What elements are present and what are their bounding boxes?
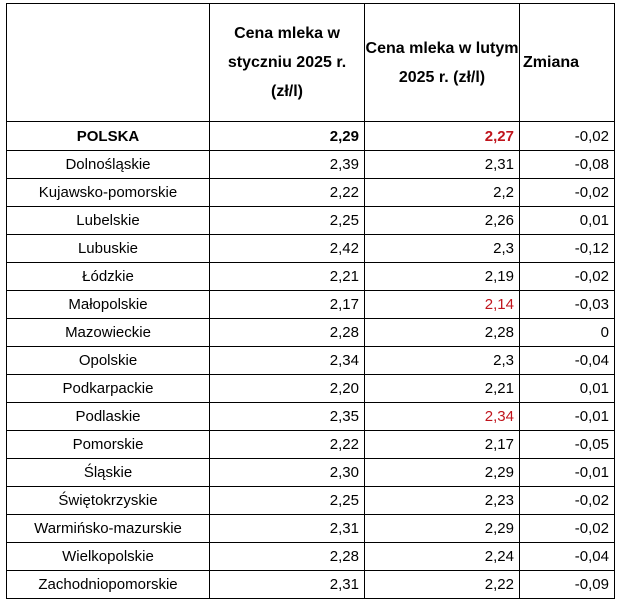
cell-february-price[interactable]: 2,34 (364, 402, 520, 431)
table-row: Wielkopolskie 2,28 2,24 -0,04 (6, 542, 615, 571)
cell-february-price[interactable]: 2,3 (364, 346, 520, 375)
cell-change[interactable]: 0,01 (519, 206, 615, 235)
cell-january-price[interactable]: 2,25 (209, 206, 365, 235)
header-january-price: Cena mleka w styczniu 2025 r. (zł/l) (209, 3, 365, 122)
table-row: Mazowieckie 2,28 2,28 0 (6, 318, 615, 347)
table-row: Dolnośląskie 2,39 2,31 -0,08 (6, 150, 615, 179)
cell-january-price[interactable]: 2,21 (209, 262, 365, 291)
header-change: Zmiana (519, 3, 615, 122)
table-row: Łódzkie 2,21 2,19 -0,02 (6, 262, 615, 291)
cell-january-price[interactable]: 2,25 (209, 486, 365, 515)
cell-change[interactable]: -0,02 (519, 486, 615, 515)
cell-region[interactable]: Dolnośląskie (6, 150, 210, 179)
cell-change[interactable]: -0,12 (519, 234, 615, 263)
cell-change[interactable]: -0,02 (519, 121, 615, 151)
cell-change[interactable]: -0,05 (519, 430, 615, 459)
table-row: Lubuskie 2,42 2,3 -0,12 (6, 234, 615, 263)
cell-february-price[interactable]: 2,22 (364, 570, 520, 599)
cell-region[interactable]: POLSKA (6, 121, 210, 151)
cell-region[interactable]: Małopolskie (6, 290, 210, 319)
cell-january-price[interactable]: 2,31 (209, 514, 365, 543)
cell-january-price[interactable]: 2,28 (209, 318, 365, 347)
cell-region[interactable]: Świętokrzyskie (6, 486, 210, 515)
cell-change[interactable]: -0,04 (519, 346, 615, 375)
cell-change[interactable]: 0,01 (519, 374, 615, 403)
table-row: Świętokrzyskie 2,25 2,23 -0,02 (6, 486, 615, 515)
cell-change[interactable]: -0,08 (519, 150, 615, 179)
cell-region[interactable]: Kujawsko-pomorskie (6, 178, 210, 207)
cell-february-price[interactable]: 2,3 (364, 234, 520, 263)
table-row: Pomorskie 2,22 2,17 -0,05 (6, 430, 615, 459)
cell-region[interactable]: Opolskie (6, 346, 210, 375)
table-row: Zachodniopomorskie 2,31 2,22 -0,09 (6, 570, 615, 599)
cell-change[interactable]: -0,04 (519, 542, 615, 571)
cell-january-price[interactable]: 2,42 (209, 234, 365, 263)
cell-change[interactable]: -0,03 (519, 290, 615, 319)
header-row: Cena mleka w styczniu 2025 r. (zł/l) Cen… (6, 3, 615, 122)
cell-january-price[interactable]: 2,17 (209, 290, 365, 319)
cell-change[interactable]: -0,02 (519, 514, 615, 543)
cell-change[interactable]: -0,01 (519, 402, 615, 431)
cell-february-price[interactable]: 2,23 (364, 486, 520, 515)
cell-february-price[interactable]: 2,19 (364, 262, 520, 291)
table-row: Warmińsko-mazurskie 2,31 2,29 -0,02 (6, 514, 615, 543)
table-row: Małopolskie 2,17 2,14 -0,03 (6, 290, 615, 319)
cell-january-price[interactable]: 2,31 (209, 570, 365, 599)
cell-february-price[interactable]: 2,28 (364, 318, 520, 347)
table-row: Opolskie 2,34 2,3 -0,04 (6, 346, 615, 375)
cell-february-price[interactable]: 2,27 (364, 121, 520, 151)
cell-region[interactable]: Łódzkie (6, 262, 210, 291)
cell-february-price[interactable]: 2,14 (364, 290, 520, 319)
cell-january-price[interactable]: 2,22 (209, 430, 365, 459)
cell-january-price[interactable]: 2,28 (209, 542, 365, 571)
cell-change[interactable]: -0,02 (519, 178, 615, 207)
table-row: Podkarpackie 2,20 2,21 0,01 (6, 374, 615, 403)
table-row: Kujawsko-pomorskie 2,22 2,2 -0,02 (6, 178, 615, 207)
header-february-price: Cena mleka w lutym 2025 r. (zł/l) (364, 3, 520, 122)
cell-february-price[interactable]: 2,2 (364, 178, 520, 207)
cell-change[interactable]: -0,02 (519, 262, 615, 291)
table-row: Lubelskie 2,25 2,26 0,01 (6, 206, 615, 235)
table-body: POLSKA 2,29 2,27 -0,02 Dolnośląskie 2,39 2,31-… (6, 121, 615, 599)
cell-region[interactable]: Podlaskie (6, 402, 210, 431)
cell-january-price[interactable]: 2,39 (209, 150, 365, 179)
cell-region[interactable]: Lubelskie (6, 206, 210, 235)
cell-january-price[interactable]: 2,22 (209, 178, 365, 207)
table-row: Śląskie 2,30 2,29 -0,01 (6, 458, 615, 487)
cell-january-price[interactable]: 2,30 (209, 458, 365, 487)
table-row: POLSKA 2,29 2,27 -0,02 (6, 121, 615, 151)
cell-february-price[interactable]: 2,24 (364, 542, 520, 571)
milk-price-table: Cena mleka w styczniu 2025 r. (zł/l) Cen… (6, 3, 615, 599)
cell-february-price[interactable]: 2,26 (364, 206, 520, 235)
cell-region[interactable]: Śląskie (6, 458, 210, 487)
cell-change[interactable]: -0,01 (519, 458, 615, 487)
cell-change[interactable]: 0 (519, 318, 615, 347)
cell-region[interactable]: Zachodniopomorskie (6, 570, 210, 599)
cell-february-price[interactable]: 2,21 (364, 374, 520, 403)
cell-change[interactable]: -0,09 (519, 570, 615, 599)
cell-region[interactable]: Warmińsko-mazurskie (6, 514, 210, 543)
cell-region[interactable]: Pomorskie (6, 430, 210, 459)
cell-february-price[interactable]: 2,29 (364, 458, 520, 487)
cell-region[interactable]: Wielkopolskie (6, 542, 210, 571)
cell-january-price[interactable]: 2,34 (209, 346, 365, 375)
cell-january-price[interactable]: 2,20 (209, 374, 365, 403)
cell-january-price[interactable]: 2,29 (209, 121, 365, 151)
cell-region[interactable]: Mazowieckie (6, 318, 210, 347)
cell-region[interactable]: Podkarpackie (6, 374, 210, 403)
table-row: Podlaskie 2,35 2,34 -0,01 (6, 402, 615, 431)
cell-february-price[interactable]: 2,17 (364, 430, 520, 459)
header-region (6, 3, 210, 122)
cell-february-price[interactable]: 2,31 (364, 150, 520, 179)
cell-february-price[interactable]: 2,29 (364, 514, 520, 543)
cell-region[interactable]: Lubuskie (6, 234, 210, 263)
milk-price-sheet: Cena mleka w styczniu 2025 r. (zł/l) Cen… (6, 3, 615, 599)
cell-january-price[interactable]: 2,35 (209, 402, 365, 431)
